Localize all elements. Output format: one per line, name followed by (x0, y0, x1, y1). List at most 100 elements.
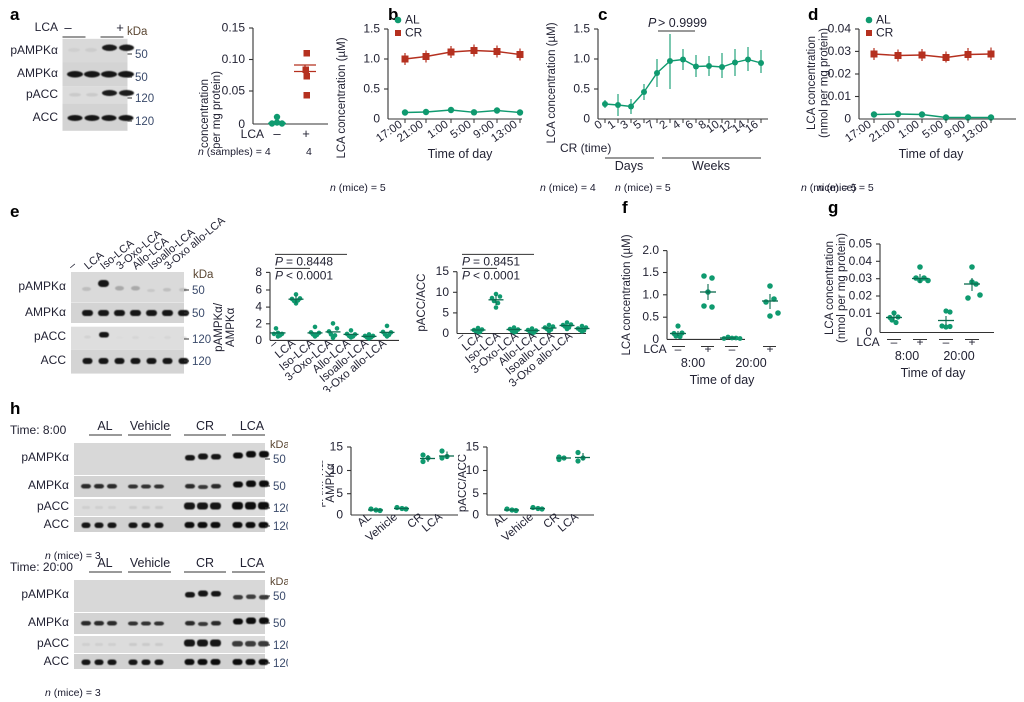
svg-text:(nmol per mg protein): (nmol per mg protein) (819, 28, 831, 138)
svg-text:+: + (704, 342, 711, 356)
svg-text:LCA: LCA (35, 20, 58, 34)
svg-text:pACC: pACC (26, 87, 58, 101)
svg-text:P: P (275, 254, 283, 268)
svg-text:pAMPKα: pAMPKα (18, 279, 66, 293)
svg-text:16: 16 (743, 119, 760, 136)
svg-text:LCA: LCA (643, 342, 666, 356)
svg-text:CR: CR (876, 26, 894, 40)
svg-text:AMPKα: AMPKα (225, 307, 237, 347)
svg-text:LCA: LCA (240, 419, 265, 433)
svg-text:–: – (273, 126, 281, 141)
svg-text:LCA concentration (µM): LCA concentration (µM) (621, 234, 633, 355)
svg-text:10: 10 (436, 285, 450, 299)
svg-text:50: 50 (273, 618, 286, 630)
svg-text:7: 7 (645, 119, 657, 133)
svg-text:1.0: 1.0 (642, 287, 659, 301)
svg-text:50: 50 (273, 454, 286, 466)
svg-text:LCA: LCA (241, 127, 264, 141)
svg-text:pAMPKα/: pAMPKα/ (213, 302, 225, 352)
svg-text:50: 50 (192, 285, 205, 297)
svg-text:pACC/ACC: pACC/ACC (458, 454, 469, 512)
svg-text:0.15: 0.15 (222, 21, 246, 35)
svg-text:1.5: 1.5 (363, 22, 380, 36)
svg-text:0.01: 0.01 (828, 89, 852, 103)
svg-text:ACC: ACC (44, 654, 70, 668)
svg-text:5:00: 5:00 (448, 119, 473, 142)
svg-text:AMPKα: AMPKα (28, 615, 69, 629)
svg-text:5: 5 (632, 119, 644, 133)
svg-text:50: 50 (273, 591, 286, 603)
svg-text:20:00: 20:00 (943, 349, 974, 363)
svg-text:pACC: pACC (37, 499, 69, 513)
svg-text:1:00: 1:00 (425, 119, 450, 142)
svg-text:Time: 8:00: Time: 8:00 (10, 423, 67, 437)
svg-text:2.0: 2.0 (642, 243, 659, 257)
svg-text:P: P (462, 268, 470, 282)
svg-text:4: 4 (255, 300, 262, 314)
svg-text:6: 6 (255, 283, 262, 297)
svg-text:pAMPKα: pAMPKα (21, 587, 69, 601)
svg-text:ACC: ACC (33, 110, 59, 124)
svg-text:LCA concentration: LCA concentration (199, 79, 211, 148)
svg-text:Time of day: Time of day (428, 147, 494, 161)
svg-text:AMPKα: AMPKα (28, 478, 69, 492)
svg-text:< 0.0001: < 0.0001 (473, 268, 520, 282)
svg-text:3: 3 (619, 119, 631, 133)
svg-text:13:00: 13:00 (960, 119, 990, 145)
svg-text:AL: AL (491, 511, 510, 530)
svg-text:–: – (64, 20, 72, 35)
svg-text:LCA concentration (µM): LCA concentration (µM) (336, 37, 348, 158)
svg-text:P: P (462, 254, 470, 268)
svg-text:AMPKα: AMPKα (25, 305, 66, 319)
svg-text:pAMPKα: pAMPKα (21, 450, 69, 464)
svg-text:pACC: pACC (34, 329, 66, 343)
svg-text:0: 0 (844, 112, 851, 126)
svg-text:pACC/ACC: pACC/ACC (416, 274, 428, 332)
svg-text:15: 15 (330, 440, 344, 454)
svg-text:+: + (766, 342, 773, 356)
svg-text:2: 2 (658, 119, 670, 133)
svg-text:6: 6 (684, 119, 696, 133)
svg-text:8:00: 8:00 (681, 356, 705, 370)
svg-text:AL: AL (97, 556, 112, 570)
svg-text:15: 15 (436, 264, 450, 278)
svg-text:0.03: 0.03 (828, 44, 852, 58)
svg-text:–: – (729, 342, 736, 356)
svg-text:120: 120 (135, 116, 154, 128)
svg-text:4: 4 (671, 118, 684, 132)
svg-text:120: 120 (135, 93, 154, 105)
svg-text:0: 0 (583, 112, 590, 126)
svg-text:50: 50 (273, 481, 286, 493)
svg-text:LCA concentration: LCA concentration (806, 36, 818, 130)
svg-text:(nmol per mg protein): (nmol per mg protein) (836, 233, 848, 343)
svg-text:ACC: ACC (44, 517, 70, 531)
svg-text:Time: 20:00: Time: 20:00 (10, 560, 73, 574)
svg-text:Vehicle: Vehicle (130, 419, 170, 433)
svg-text:AL: AL (876, 13, 891, 27)
svg-text:CR: CR (196, 556, 214, 570)
svg-text:Time of day: Time of day (690, 373, 756, 387)
svg-text:P: P (275, 268, 283, 282)
svg-text:5: 5 (336, 486, 343, 500)
svg-text:0: 0 (336, 508, 343, 522)
svg-text:pACC: pACC (37, 636, 69, 650)
svg-text:+: + (302, 126, 310, 141)
svg-text:AL: AL (97, 419, 112, 433)
svg-text:+: + (916, 335, 923, 349)
svg-text:= 0.8448: = 0.8448 (286, 254, 333, 268)
svg-text:0.02: 0.02 (828, 67, 852, 81)
svg-text:CR: CR (405, 26, 423, 40)
svg-text:8: 8 (255, 265, 262, 279)
svg-text:2: 2 (255, 316, 262, 330)
svg-text:0.10: 0.10 (222, 52, 246, 66)
svg-text:0.04: 0.04 (828, 22, 852, 36)
svg-text:0: 0 (255, 333, 262, 347)
svg-text:0: 0 (593, 119, 605, 133)
svg-text:LCA: LCA (240, 556, 265, 570)
svg-text:0: 0 (373, 112, 380, 126)
svg-text:LCA concentration (µM): LCA concentration (µM) (546, 22, 558, 143)
svg-text:AL: AL (355, 511, 374, 530)
svg-text:15: 15 (466, 440, 480, 454)
svg-text:< 0.0001: < 0.0001 (286, 268, 333, 282)
svg-text:+: + (968, 335, 975, 349)
